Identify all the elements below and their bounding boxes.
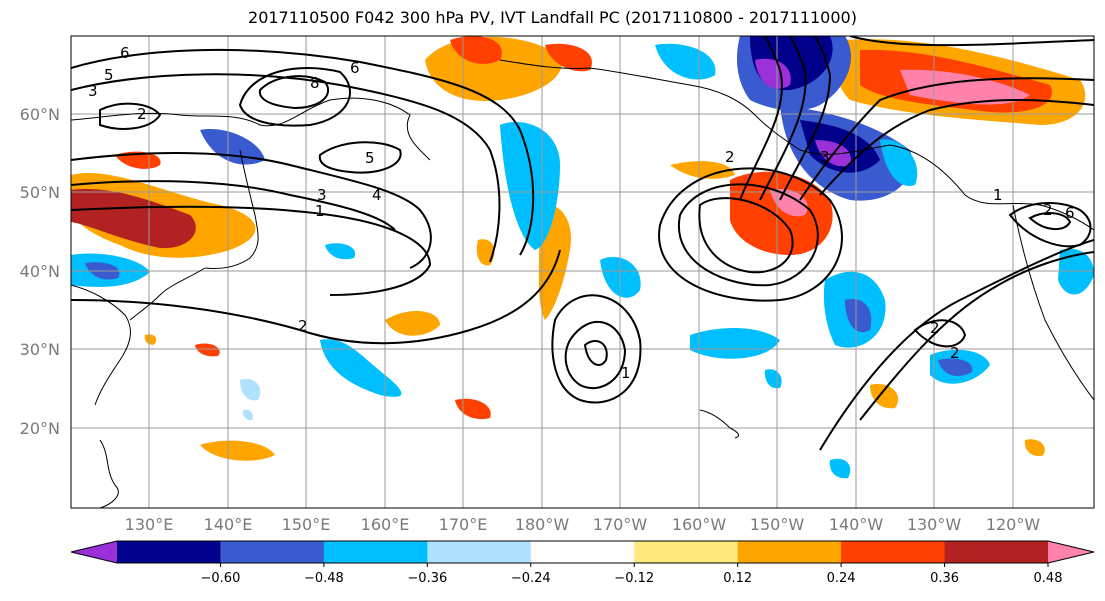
- contour-labels: 6 5 3 2 8 6 5 4 3 1 2 2 3 1 2 6 2 2 1: [88, 44, 1075, 382]
- anomaly-negative: [240, 378, 261, 401]
- anomaly-positive: [770, 189, 808, 217]
- graticule: [71, 36, 1094, 508]
- lon-label: 120°W: [986, 515, 1041, 534]
- anomaly-negative: [242, 409, 253, 421]
- anomaly-negative: [1058, 248, 1094, 295]
- colorbar-segment: [841, 541, 946, 563]
- pv-contours: [71, 36, 1094, 451]
- anomaly-negative: [938, 358, 973, 376]
- anomaly-positive: [900, 69, 1030, 105]
- colorbar-extend-max: [1048, 541, 1094, 563]
- anomaly-negative: [200, 129, 265, 165]
- lon-label: 140°W: [829, 515, 884, 534]
- colorbar-tick-label: −0.36: [407, 571, 447, 586]
- lon-label: 160°E: [361, 515, 410, 534]
- contour-label: 2: [725, 148, 735, 166]
- anomaly-negative: [880, 139, 918, 186]
- anomaly-positive: [195, 343, 220, 357]
- map-title: 2017110500 F042 300 hPa PV, IVT Landfall…: [248, 8, 857, 27]
- contour-label: 6: [1065, 204, 1075, 222]
- anomaly-positive: [670, 161, 735, 179]
- contour-label: 5: [104, 66, 114, 84]
- contour-label: 3: [317, 186, 327, 204]
- anomaly-positive: [730, 171, 833, 255]
- colorbar-segment: [737, 541, 842, 563]
- anomaly-positive: [1024, 439, 1045, 457]
- lon-label: 130°W: [907, 515, 962, 534]
- anomaly-positive: [455, 398, 491, 420]
- lon-label: 160°W: [672, 515, 727, 534]
- colorbar-segment: [944, 541, 1049, 563]
- contour-label: 1: [993, 186, 1003, 204]
- lon-label: 170°W: [593, 515, 648, 534]
- contour-label: 3: [88, 82, 98, 100]
- contour-label: 3: [820, 148, 830, 166]
- latitude-labels: 60°N 50°N 40°N 30°N 20°N: [20, 105, 60, 438]
- anomaly-negative: [829, 458, 851, 479]
- anomaly-negative: [690, 328, 780, 359]
- longitude-labels: 130°E 140°E 150°E 160°E 170°E 180°W 170°…: [125, 515, 1041, 534]
- anomaly-positive: [385, 310, 440, 336]
- anomaly-positive: [71, 189, 196, 249]
- contour-label: 8: [310, 74, 320, 92]
- lat-label: 40°N: [20, 262, 60, 281]
- lon-label: 150°W: [750, 515, 805, 534]
- contour-label: 1: [315, 202, 325, 220]
- filled-anomalies: [71, 36, 1094, 479]
- lat-label: 60°N: [20, 105, 60, 124]
- colorbar-extend-min: [71, 541, 117, 563]
- colorbar-segment: [634, 541, 739, 563]
- contour-label: 2: [137, 105, 147, 123]
- anomaly-positive: [476, 239, 495, 266]
- anomaly-negative: [325, 243, 356, 260]
- lon-label: 180°W: [515, 515, 570, 534]
- coastlines: [71, 59, 1094, 508]
- anomaly-positive: [200, 440, 275, 461]
- colorbar-tick-label: −0.12: [614, 571, 654, 586]
- colorbar-segment: [427, 541, 532, 563]
- contour-label: 2: [298, 317, 308, 335]
- map-frame: [70, 35, 1095, 509]
- colorbar-segment: [220, 541, 325, 563]
- colorbar-tick-label: 0.12: [723, 571, 752, 586]
- contour-label: 5: [365, 149, 375, 167]
- lat-label: 50°N: [20, 183, 60, 202]
- colorbar-tick-label: 0.48: [1034, 571, 1063, 586]
- anomaly-negative: [320, 339, 402, 397]
- colorbar-tick-label: −0.60: [201, 571, 241, 586]
- anomaly-positive: [870, 384, 899, 409]
- colorbar-segment: [530, 541, 635, 563]
- lat-label: 20°N: [20, 419, 60, 438]
- contour-label: 6: [120, 44, 130, 62]
- colorbar-tick-label: 0.36: [930, 571, 959, 586]
- map-panel: 6 5 3 2 8 6 5 4 3 1 2 2 3 1 2 6 2 2 1: [70, 35, 1095, 509]
- contour-label: 6: [350, 59, 360, 77]
- contour-label: 4: [372, 186, 382, 204]
- contour-label: 2: [1043, 201, 1053, 219]
- colorbar-tick-label: 0.24: [827, 571, 856, 586]
- colorbar-tick-label: −0.24: [511, 571, 551, 586]
- contour-label: 1: [621, 364, 631, 382]
- lon-label: 150°E: [282, 515, 331, 534]
- anomaly-positive: [545, 43, 592, 72]
- anomaly-positive: [144, 334, 157, 345]
- lat-label: 30°N: [20, 340, 60, 359]
- colorbar-outline: [70, 540, 1095, 564]
- colorbar: −0.60 −0.48 −0.36 −0.24 −0.12 0.12 0.24 0.36 0.4…: [70, 540, 1095, 586]
- lon-label: 170°E: [439, 515, 488, 534]
- lon-label: 140°E: [204, 515, 253, 534]
- contour-label: 2: [950, 344, 960, 362]
- colorbar-segment: [323, 541, 428, 563]
- anomaly-negative: [500, 121, 560, 251]
- colorbar-tick-label: −0.48: [304, 571, 344, 586]
- anomaly-negative: [845, 299, 872, 333]
- contour-label: 2: [930, 319, 940, 337]
- anomaly-negative: [655, 43, 716, 80]
- lon-label: 130°E: [125, 515, 174, 534]
- colorbar-segment: [117, 541, 221, 563]
